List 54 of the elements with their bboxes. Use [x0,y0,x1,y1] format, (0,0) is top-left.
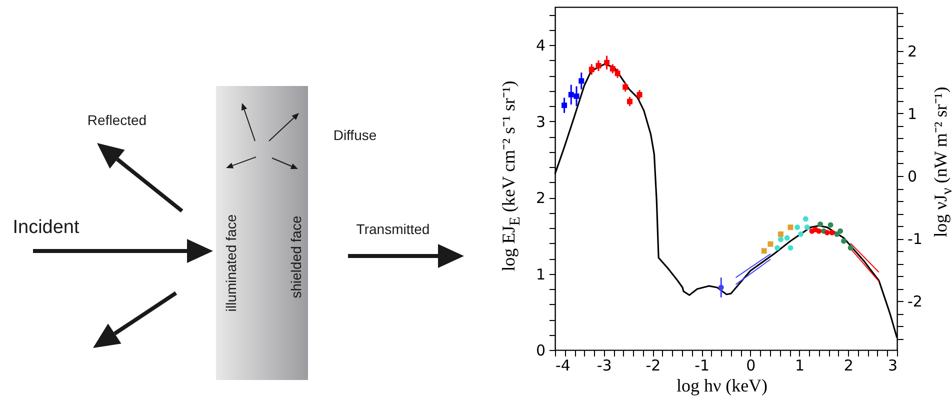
x-tick-label: -4 [556,356,570,374]
point [834,231,840,237]
point [774,245,780,251]
point [578,78,584,84]
y-tick-label: 4 [536,36,546,55]
x-tick-label: 0 [746,356,756,374]
point [568,92,574,98]
point [838,228,844,234]
y-tick-label: 3 [536,112,546,131]
point [596,62,602,68]
point [828,222,834,228]
point [788,245,794,251]
y2-tick-label: 1 [908,104,918,123]
text: Reflected [87,112,147,128]
text: shielded face [288,216,304,298]
x-tick-label: -2 [646,356,661,374]
y-tick-label: 2 [536,189,546,208]
point [718,284,724,290]
x-axis-title: log hν (keV) [676,376,768,396]
x-tick-label: 2 [844,356,854,374]
point [788,224,794,230]
y-tick-label: 0 [536,342,546,360]
y2-tick-label: 2 [908,42,918,60]
point [824,230,830,236]
text: illuminated face [223,214,239,312]
point [804,224,810,230]
point [604,60,610,66]
x-tick-label: -3 [596,356,612,374]
point [818,222,824,227]
point [841,238,846,244]
y2-tick-label: 0 [908,167,918,186]
y-tick-label: 1 [536,265,546,284]
y2-tick-label: -2 [908,292,922,311]
point [816,228,822,234]
x-tick-label: -1 [694,356,710,374]
point [761,248,767,254]
text: Incident [12,217,80,238]
text: Transmitted [356,221,430,237]
point [778,236,784,242]
point [794,224,800,230]
x-tick-label: 3 [888,356,898,374]
point [829,230,835,236]
point [574,93,580,99]
point [768,241,774,247]
point [778,231,784,237]
point [848,245,854,251]
x-tick-label: 1 [795,356,805,374]
text: Diffuse [333,127,377,143]
point [798,231,804,237]
point [802,216,808,222]
y2-tick-label: -1 [908,230,922,248]
point [588,66,594,72]
point [784,235,790,241]
point [562,102,568,108]
